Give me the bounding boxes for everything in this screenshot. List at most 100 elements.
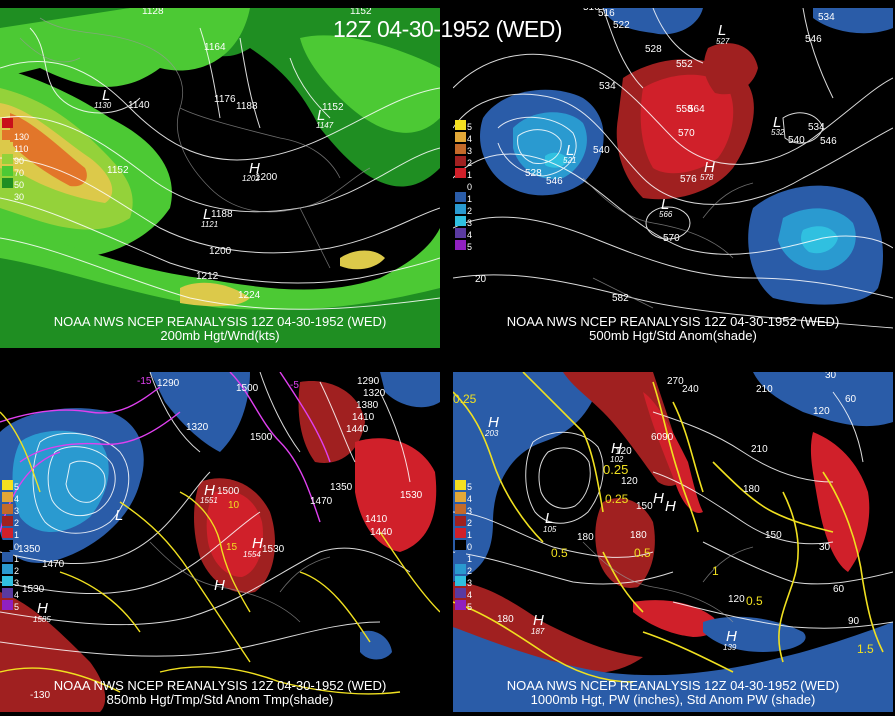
legend-swatch — [2, 492, 13, 502]
contour-label: 1 — [712, 564, 719, 578]
panel-200mb: 130 110 90 70 50 30 1128 1164 1140 1176 … — [0, 8, 440, 348]
contour-label: 150 — [636, 501, 653, 512]
contour-label: 1200 — [255, 172, 278, 183]
low-pressure-marker: L — [115, 507, 124, 524]
legend-label: 4 — [14, 494, 20, 504]
contour-label: 1128 — [142, 8, 164, 17]
legend-label: 5 — [14, 602, 20, 612]
map-850mb — [0, 372, 440, 712]
high-pressure-marker: H — [704, 159, 715, 176]
contour-label: 1440 — [370, 527, 393, 538]
legend-label: 90 — [14, 156, 25, 166]
legend-label: 3 — [14, 578, 20, 588]
contour-label: 534 — [808, 122, 825, 133]
contour-label: -15 — [137, 376, 152, 387]
legend-label: 130 — [14, 132, 30, 142]
legend-swatch — [455, 132, 466, 142]
contour-label: 1152 — [322, 102, 344, 113]
panel-caption: NOAA NWS NCEP REANALYSIS 12Z 04-30-1952 … — [506, 314, 840, 329]
contour-label: 1.5 — [857, 642, 874, 656]
high-pressure-marker: H — [204, 482, 215, 499]
panel-subcaption: 200mb Hgt/Wnd(kts) — [160, 328, 280, 343]
center-value: 105 — [543, 525, 557, 534]
legend-swatch — [455, 216, 466, 226]
high-pressure-marker: H — [252, 535, 263, 552]
legend-label: 2 — [14, 566, 20, 576]
low-pressure-marker: L — [102, 87, 111, 104]
contour-label: 60 — [833, 584, 845, 595]
contour-label: 1176 — [214, 94, 236, 105]
legend-swatch — [455, 228, 466, 238]
legend-swatch — [2, 516, 13, 526]
legend-swatch — [455, 144, 466, 154]
legend-label: 4 — [467, 590, 473, 600]
legend-swatch — [2, 480, 13, 490]
center-value: 566 — [659, 210, 673, 219]
center-value: 578 — [700, 173, 714, 182]
high-pressure-marker: H — [249, 160, 260, 177]
contour-label: 1500 — [217, 486, 240, 497]
contour-label: 1290 — [157, 378, 180, 389]
legend-label: 0 — [14, 542, 20, 552]
contour-label: 1320 — [363, 388, 386, 399]
panel-500mb: 5 4 3 2 1 0 1 2 3 4 5 510 516 522 534 54… — [453, 8, 893, 348]
legend-label: 1 — [14, 530, 20, 540]
panel-subcaption: 500mb Hgt/Std Anom(shade) — [589, 328, 757, 343]
contour-label: 0.5 — [634, 546, 651, 560]
legend-swatch — [455, 588, 466, 598]
legend-swatch — [455, 576, 466, 586]
center-value: 521 — [563, 156, 577, 165]
high-pressure-marker: H — [37, 600, 48, 617]
contour-label: -130 — [30, 690, 51, 701]
contour-label: 0.5 — [746, 594, 763, 608]
contour-label: 30 — [825, 372, 837, 381]
legend-swatch — [455, 120, 466, 130]
contour-label: 558 — [676, 104, 693, 115]
legend-label: 2 — [467, 158, 473, 168]
contour-label: 516 — [598, 8, 615, 19]
legend-label: 4 — [467, 494, 473, 504]
contour-label: -5 — [290, 380, 299, 391]
panel-caption: NOAA NWS NCEP REANALYSIS 12Z 04-30-1952 … — [506, 678, 840, 693]
legend-swatch — [2, 504, 13, 514]
legend-850mb — [2, 480, 13, 612]
legend-swatch — [455, 168, 466, 178]
center-value: 1554 — [243, 550, 261, 559]
legend-swatch — [455, 492, 466, 502]
contour-label: 1320 — [186, 422, 209, 433]
center-value: 527 — [716, 37, 730, 46]
map-200mb — [0, 8, 440, 348]
center-value: 102 — [610, 455, 624, 464]
high-pressure-marker: H — [533, 612, 544, 629]
legend-swatch — [2, 576, 13, 586]
contour-label: 0.25 — [605, 492, 629, 506]
low-pressure-marker: L — [718, 22, 727, 39]
legend-label: 2 — [14, 518, 20, 528]
contour-label: 0.25 — [453, 392, 477, 406]
contour-label: 0.5 — [551, 546, 568, 560]
contour-label: 1290 — [357, 376, 380, 387]
high-pressure-marker: H — [488, 414, 499, 431]
legend-swatch — [455, 240, 466, 250]
legend-swatch — [2, 130, 13, 140]
contour-label: 1410 — [352, 412, 375, 423]
contour-label: 522 — [613, 20, 630, 31]
contour-label: 510 — [583, 8, 600, 13]
legend-label: 1 — [467, 530, 473, 540]
legend-swatch — [2, 142, 13, 152]
legend-swatch — [2, 588, 13, 598]
contour-label: 270 — [667, 376, 684, 387]
contour-label: 90 — [848, 616, 860, 627]
contour-label: 1410 — [365, 514, 388, 525]
map-1000mb — [453, 372, 893, 712]
legend-labels-500mb: 5 4 3 2 1 0 1 2 3 4 5 — [467, 122, 472, 254]
center-value: 203 — [485, 429, 499, 438]
legend-label: 3 — [467, 578, 473, 588]
legend-swatch — [455, 528, 466, 538]
panel-850mb: 5 4 3 2 1 0 1 2 3 4 5 1290 1500 1320 138… — [0, 372, 440, 712]
map-500mb — [453, 8, 893, 348]
contour-label: 210 — [756, 384, 773, 395]
legend-swatch — [2, 154, 13, 164]
legend-label: 4 — [467, 134, 473, 144]
center-value: 1202 — [242, 174, 260, 183]
